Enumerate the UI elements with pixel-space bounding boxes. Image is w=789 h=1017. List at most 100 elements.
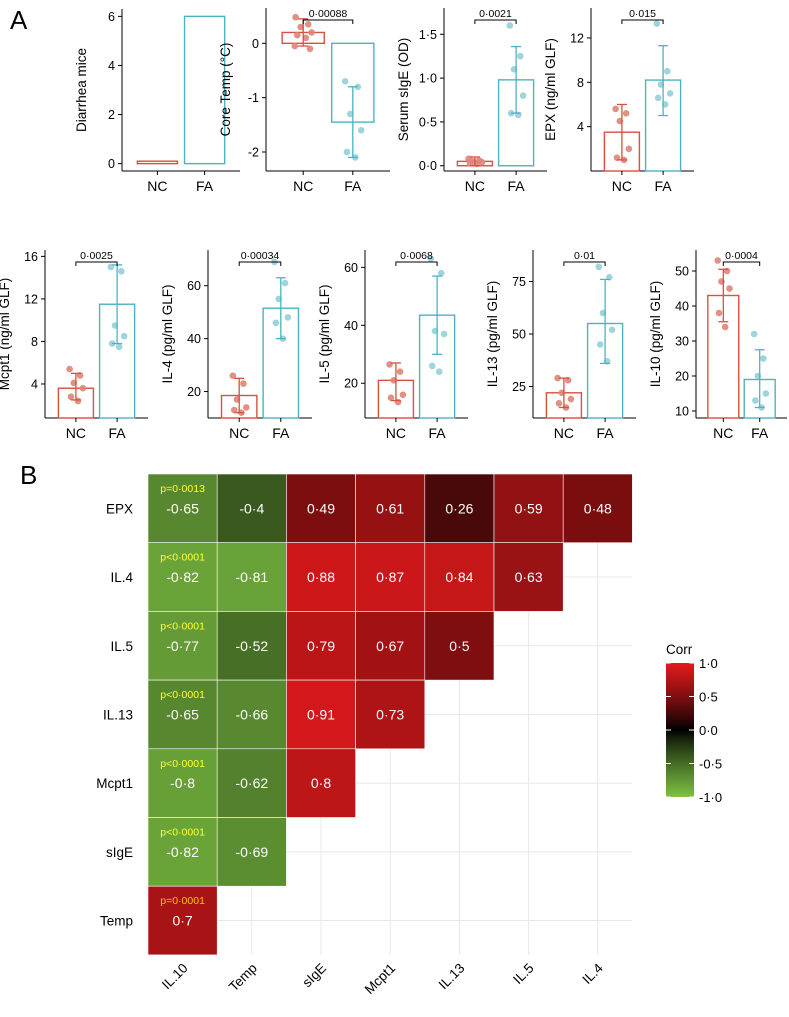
data-point xyxy=(291,42,299,50)
cell-p-value: p<0·0001 xyxy=(160,827,205,839)
y-tick-label: -2 xyxy=(248,145,259,159)
data-point xyxy=(240,380,247,387)
x-category-label: FA xyxy=(272,425,290,441)
y-tick-label: 6 xyxy=(108,10,115,24)
data-point xyxy=(293,31,301,39)
correlation-heatmap: -0·65 -0·4 0·49 0·61 0·26 0·59 0·48 p=0·0013 EPX… xyxy=(96,473,722,997)
bar-fa xyxy=(183,15,226,165)
data-point xyxy=(272,319,280,327)
heatmap-cell xyxy=(493,473,564,543)
cell-value: 0·84 xyxy=(445,569,473,585)
cell-value: 0·59 xyxy=(515,500,543,516)
cell-value: 0·91 xyxy=(307,706,335,722)
x-category-label: FA xyxy=(344,178,362,194)
heatmap-cell xyxy=(286,542,356,612)
p-value-label: 0·0025 xyxy=(80,250,113,262)
y-tick-label: 75 xyxy=(512,275,526,289)
x-category-label: NC xyxy=(147,178,167,194)
data-point xyxy=(284,314,292,321)
data-point xyxy=(622,110,630,117)
y-tick-label: 25 xyxy=(512,380,526,394)
cell-value: -0·69 xyxy=(235,844,268,860)
data-point xyxy=(281,279,289,287)
y-tick-label: 0·0 xyxy=(419,159,437,173)
p-value-label: 0·0021 xyxy=(479,8,512,20)
data-point xyxy=(396,368,404,375)
y-tick-label: 40 xyxy=(187,332,201,346)
p-value-label: 0·015 xyxy=(629,8,656,20)
data-point xyxy=(302,34,310,42)
bar-chart-diarrhea: 0 2 4 6 Diarrhea mice NC FA xyxy=(74,9,240,194)
heatmap-cell xyxy=(355,611,426,681)
y-axis-label: IL-10 (pg/ml GLF) xyxy=(648,281,663,388)
data-point xyxy=(653,20,661,27)
heatmap-cell xyxy=(424,473,495,543)
data-point xyxy=(612,105,619,113)
cell-value: -0·4 xyxy=(239,500,264,516)
heatmap-cell xyxy=(216,611,287,681)
data-point xyxy=(357,126,365,134)
cell-value: 0·87 xyxy=(376,569,404,585)
bar-chart-il13: 25 50 75 IL-13 (pg/ml GLF) NC FA 0·01 xyxy=(485,250,636,441)
y-tick-label: 0 xyxy=(252,37,259,51)
bar-charts: 0 2 4 6 Diarrhea mice NC FA -2 -1 0 Core Temp (°C)… xyxy=(0,8,787,441)
y-tick-label: 10 xyxy=(675,405,689,419)
y-axis-label: IL-13 (pg/ml GLF) xyxy=(485,281,500,388)
data-point xyxy=(435,368,443,375)
data-point xyxy=(752,397,759,404)
row-label: IL.13 xyxy=(103,707,133,722)
x-category-label: FA xyxy=(109,425,127,441)
heatmap-cell xyxy=(147,542,218,612)
heatmap-cell xyxy=(147,748,218,818)
y-tick-label: 12 xyxy=(570,31,584,45)
heatmap-cell xyxy=(493,542,564,612)
y-tick-label: 20 xyxy=(344,377,358,391)
legend-title: Corr xyxy=(666,642,693,657)
data-point xyxy=(625,145,633,153)
data-point xyxy=(386,361,393,368)
p-value-label: 0·0004 xyxy=(725,250,758,262)
data-point xyxy=(242,404,250,411)
column-label: IL.5 xyxy=(510,960,537,987)
significance-bracket xyxy=(395,261,438,266)
significance-bracket xyxy=(621,19,664,24)
cell-value: 0·7 xyxy=(172,913,192,929)
data-point xyxy=(721,323,729,331)
x-category-label: NC xyxy=(66,425,86,441)
heatmap-cell xyxy=(355,679,426,750)
heatmap-cell xyxy=(286,748,356,818)
data-point xyxy=(399,391,407,399)
cell-value: 0·49 xyxy=(307,500,335,516)
data-point xyxy=(354,83,362,91)
data-point xyxy=(506,22,514,29)
panel-b-label: B xyxy=(20,460,37,490)
x-category-label: NC xyxy=(554,425,574,441)
y-tick-label: 2 xyxy=(108,108,115,122)
y-tick-label: 50 xyxy=(675,265,689,279)
heatmap-cell xyxy=(216,679,287,750)
cell-value: -0·77 xyxy=(166,638,199,654)
y-tick-label: 20 xyxy=(187,385,201,399)
data-point xyxy=(714,257,722,264)
cell-value: -0·62 xyxy=(235,775,268,791)
data-point xyxy=(306,45,314,53)
y-tick-label: 4 xyxy=(108,59,115,73)
bar-chart-il4: 20 40 60 IL-4 (pg/ml GLF) NC FA 0·00034 xyxy=(160,250,312,441)
significance-bracket xyxy=(302,19,354,24)
panel-a-label: A xyxy=(10,5,28,35)
column-label: IL.4 xyxy=(579,960,606,987)
y-tick-label: 8 xyxy=(31,335,38,349)
y-axis-label: IL-4 (pg/ml GLF) xyxy=(160,284,175,383)
heatmap-cell xyxy=(286,679,356,750)
cell-p-value: p<0·0001 xyxy=(160,758,205,770)
bar-chart-mcpt1: 4 8 12 16 Mcpt1 (ng/ml GLF) NC FA 0·0025 xyxy=(0,250,148,441)
x-category-label: FA xyxy=(196,178,214,194)
data-point xyxy=(292,13,299,21)
x-category-label: NC xyxy=(465,178,485,194)
column-label: IL.13 xyxy=(436,960,468,992)
legend-tick-label: 0·5 xyxy=(699,690,718,705)
x-category-label: NC xyxy=(612,178,632,194)
y-axis-label: EPX (ng/ml GLF) xyxy=(543,38,558,141)
cell-value: 0·48 xyxy=(584,500,612,516)
